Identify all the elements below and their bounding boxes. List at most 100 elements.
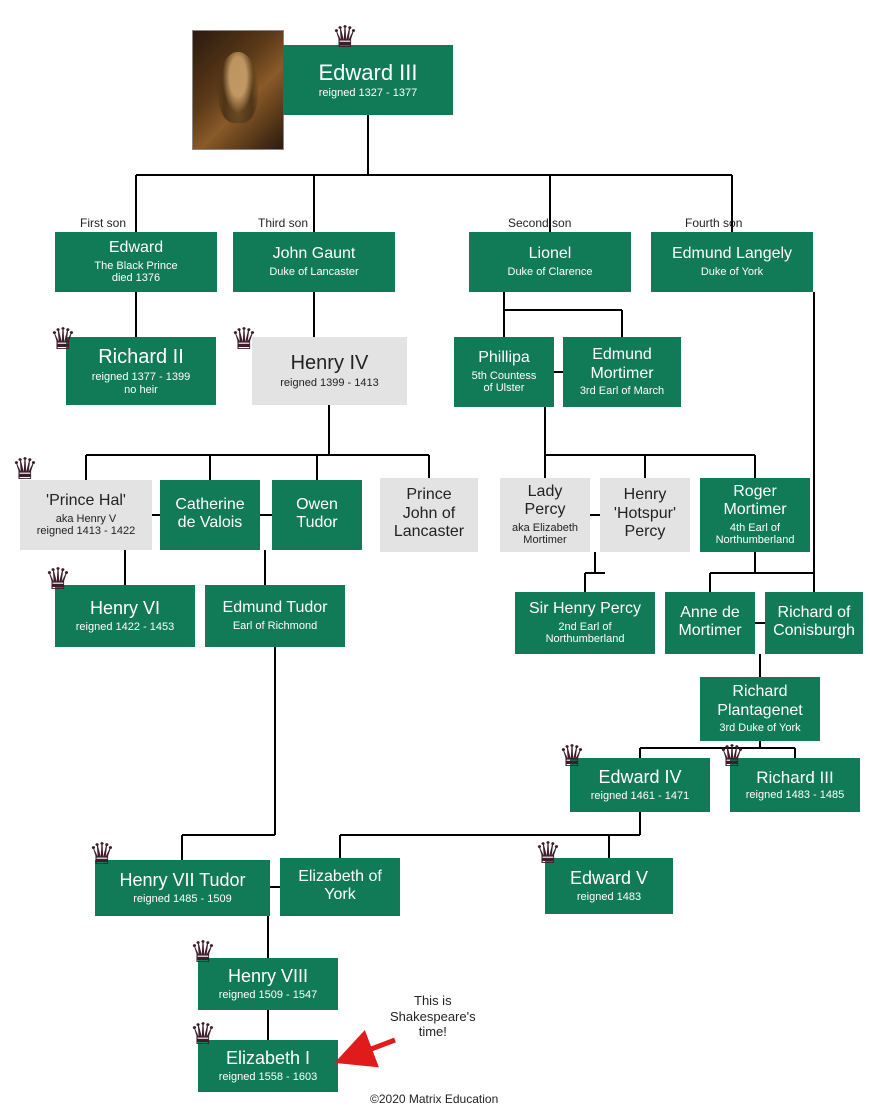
node-title: Richard III bbox=[756, 768, 833, 788]
node-edward5: Edward V reigned 1483 bbox=[545, 858, 673, 914]
son-order-label: Fourth son bbox=[685, 216, 742, 230]
node-edward_bp: Edward The Black Prince died 1376 bbox=[55, 232, 217, 292]
node-edward4: Edward IV reigned 1461 - 1471 bbox=[570, 758, 710, 812]
node-cath_val: Catherine de Valois bbox=[160, 480, 260, 550]
node-rich_con: Richard of Conisburgh bbox=[765, 592, 863, 654]
node-subtitle: Duke of Lancaster bbox=[269, 266, 358, 279]
node-lionel: Lionel Duke of Clarence bbox=[469, 232, 631, 292]
node-title: Edward IV bbox=[598, 767, 681, 788]
crown-icon: ♛ bbox=[719, 742, 746, 772]
crown-icon: ♛ bbox=[190, 1020, 217, 1050]
crown-icon: ♛ bbox=[45, 565, 72, 595]
node-title: Henry VII Tudor bbox=[119, 870, 245, 891]
node-edward3: Edward III reigned 1327 - 1377 bbox=[283, 45, 453, 115]
node-henry6: Henry VI reigned 1422 - 1453 bbox=[55, 585, 195, 647]
node-subtitle: 5th Countess of Ulster bbox=[472, 370, 537, 395]
node-title: Richard Plantagenet bbox=[717, 683, 802, 720]
node-title: Richard II bbox=[98, 346, 184, 369]
node-roger_m: Roger Mortimer4th Earl of Northumberland bbox=[700, 478, 810, 552]
node-title: Henry VI bbox=[90, 598, 160, 619]
node-subtitle: reigned 1461 - 1471 bbox=[591, 790, 689, 803]
node-edm_mort: Edmund Mortimer 3rd Earl of March bbox=[563, 337, 681, 407]
node-richard3: Richard IIIreigned 1483 - 1485 bbox=[730, 758, 860, 812]
node-subtitle: 4th Earl of Northumberland bbox=[716, 522, 795, 547]
node-title: Phillipa bbox=[478, 349, 530, 367]
node-john_lanc: Prince John of Lancaster bbox=[380, 478, 478, 552]
connector-lines bbox=[0, 0, 870, 1107]
node-subtitle: 2nd Earl of Northumberland bbox=[546, 621, 625, 646]
edward-iii-portrait bbox=[192, 30, 284, 150]
node-title: Henry 'Hotspur' Percy bbox=[614, 486, 676, 541]
node-title: Elizabeth I bbox=[226, 1048, 310, 1069]
crown-icon: ♛ bbox=[12, 455, 39, 485]
node-edm_tudor: Edmund Tudor Earl of Richmond bbox=[205, 585, 345, 647]
crown-icon: ♛ bbox=[50, 325, 77, 355]
crown-icon: ♛ bbox=[89, 840, 116, 870]
node-subtitle: reigned 1483 bbox=[577, 891, 641, 904]
node-sirhenryp: Sir Henry Percy 2nd Earl of Northumberlan… bbox=[515, 592, 655, 654]
crown-icon: ♛ bbox=[332, 23, 359, 53]
crown-icon: ♛ bbox=[231, 325, 258, 355]
node-title: Sir Henry Percy bbox=[529, 600, 641, 618]
node-prince_hal: 'Prince Hal' aka Henry V reigned 1413 - 1… bbox=[20, 480, 152, 550]
node-anne_m: Anne de Mortimer bbox=[665, 592, 755, 654]
node-title: Elizabeth of York bbox=[298, 868, 382, 905]
node-title: Henry VIII bbox=[228, 966, 308, 987]
node-richard2: Richard IIreigned 1377 - 1399 no heir bbox=[66, 337, 216, 405]
node-subtitle: 3rd Duke of York bbox=[719, 722, 800, 735]
node-eliz_york: Elizabeth of York bbox=[280, 858, 400, 916]
node-subtitle: aka Elizabeth Mortimer bbox=[512, 522, 578, 547]
crown-icon: ♛ bbox=[559, 742, 586, 772]
node-title: Prince John of Lancaster bbox=[394, 486, 464, 541]
node-title: Edward bbox=[109, 239, 163, 257]
node-subtitle: Duke of Clarence bbox=[508, 266, 593, 279]
node-subtitle: 3rd Earl of March bbox=[580, 385, 664, 398]
footer-copyright: ©2020 Matrix Education bbox=[370, 1092, 498, 1106]
node-edmund_l: Edmund Langely Duke of York bbox=[651, 232, 813, 292]
node-subtitle: reigned 1327 - 1377 bbox=[319, 87, 417, 100]
node-henry7: Henry VII Tudor reigned 1485 - 1509 bbox=[95, 860, 270, 916]
node-subtitle: reigned 1422 - 1453 bbox=[76, 621, 174, 634]
node-john_g: John Gaunt Duke of Lancaster bbox=[233, 232, 395, 292]
node-subtitle: The Black Prince died 1376 bbox=[94, 260, 177, 285]
node-title: Owen Tudor bbox=[296, 496, 338, 533]
shakespeare-annotation: This is Shakespeare's time! bbox=[390, 993, 476, 1040]
node-title: Anne de Mortimer bbox=[678, 604, 741, 641]
node-title: Edmund Mortimer bbox=[590, 346, 653, 383]
node-hotspur: Henry 'Hotspur' Percy bbox=[600, 478, 690, 552]
node-subtitle: reigned 1485 - 1509 bbox=[133, 893, 231, 906]
node-subtitle: reigned 1483 - 1485 bbox=[746, 789, 844, 802]
node-title: Lady Percy bbox=[525, 483, 566, 520]
node-title: Edmund Langely bbox=[672, 245, 792, 263]
node-title: Edward III bbox=[318, 60, 417, 85]
node-title: Edward V bbox=[570, 868, 648, 889]
node-title: Lionel bbox=[529, 245, 572, 263]
son-order-label: First son bbox=[80, 216, 126, 230]
node-subtitle: reigned 1399 - 1413 bbox=[280, 377, 378, 390]
node-title: Roger Mortimer bbox=[723, 483, 786, 520]
node-title: Edmund Tudor bbox=[223, 599, 328, 617]
node-subtitle: reigned 1377 - 1399 no heir bbox=[92, 371, 190, 396]
node-owen_t: Owen Tudor bbox=[272, 480, 362, 550]
son-order-label: Second son bbox=[508, 216, 571, 230]
crown-icon: ♛ bbox=[535, 839, 562, 869]
node-henry8: Henry VIII reigned 1509 - 1547 bbox=[198, 958, 338, 1010]
node-subtitle: Earl of Richmond bbox=[233, 620, 317, 633]
crown-icon: ♛ bbox=[190, 938, 217, 968]
node-rich_plan: Richard Plantagenet 3rd Duke of York bbox=[700, 677, 820, 741]
node-title: Richard of Conisburgh bbox=[773, 604, 855, 641]
node-subtitle: aka Henry V reigned 1413 - 1422 bbox=[37, 513, 135, 538]
shakespeare-arrow bbox=[0, 0, 870, 1107]
node-subtitle: reigned 1558 - 1603 bbox=[219, 1071, 317, 1084]
node-phillipa: Phillipa 5th Countess of Ulster bbox=[454, 337, 554, 407]
node-title: 'Prince Hal' bbox=[46, 492, 126, 510]
son-order-label: Third son bbox=[258, 216, 308, 230]
node-title: Henry IV bbox=[291, 352, 369, 375]
node-henry4: Henry IV reigned 1399 - 1413 bbox=[252, 337, 407, 405]
node-title: John Gaunt bbox=[273, 245, 356, 263]
node-title: Catherine de Valois bbox=[175, 496, 244, 533]
node-eliz1: Elizabeth I reigned 1558 - 1603 bbox=[198, 1040, 338, 1092]
node-subtitle: reigned 1509 - 1547 bbox=[219, 989, 317, 1002]
node-subtitle: Duke of York bbox=[701, 266, 763, 279]
node-lady_percy: Lady Percyaka Elizabeth Mortimer bbox=[500, 478, 590, 552]
